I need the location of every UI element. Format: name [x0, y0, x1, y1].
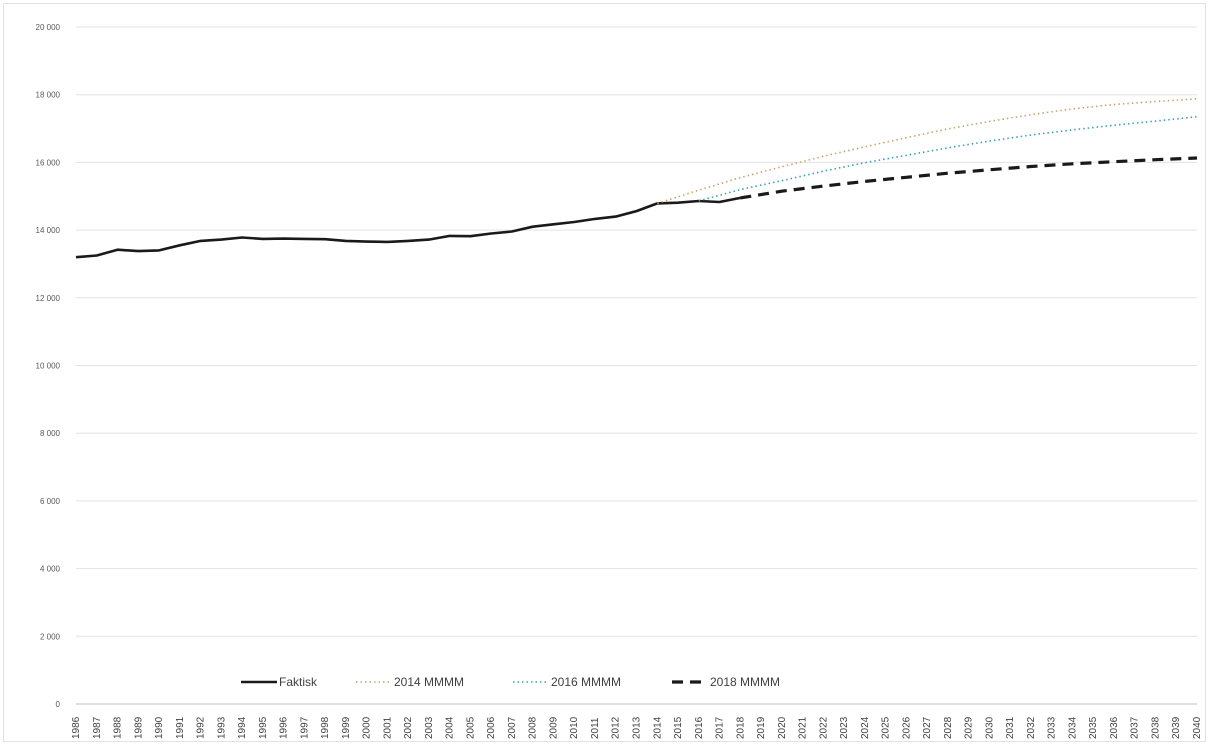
x-tick-label: 2037 [1130, 716, 1141, 739]
x-tick-label: 2011 [590, 717, 601, 739]
x-tick-label: 2012 [611, 716, 622, 739]
x-tick-label: 1997 [299, 716, 310, 739]
x-tick-label: 2014 [652, 716, 663, 739]
x-tick-label: 2036 [1109, 716, 1120, 739]
y-tick-label: 20 000 [36, 23, 61, 32]
series-line-2014-mmmm [657, 98, 1198, 205]
y-tick-label: 18 000 [36, 91, 61, 100]
x-tick-label: 1986 [71, 716, 82, 739]
x-tick-label: 2023 [839, 716, 850, 739]
x-tick-label: 2004 [445, 716, 456, 739]
legend-label-2014-mmmm: 2014 MMMM [394, 675, 464, 689]
x-tick-label: 1990 [154, 716, 165, 739]
x-tick-label: 2000 [362, 716, 373, 739]
y-tick-label: 16 000 [36, 158, 61, 167]
x-axis-ticks: 1986 1987 1988 1989 1990 1991 1992 1993 1994 1995… [71, 716, 1203, 739]
y-tick-label: 14 000 [36, 226, 61, 235]
x-tick-label: 2026 [901, 716, 912, 739]
legend-label-faktisk: Faktisk [279, 675, 318, 689]
y-tick-label: 4 000 [40, 565, 61, 574]
x-tick-label: 1996 [279, 716, 290, 739]
y-tick-label: 0 [56, 700, 61, 709]
x-tick-label: 2025 [881, 716, 892, 739]
x-tick-label: 2035 [1088, 716, 1099, 739]
x-tick-label: 2009 [548, 716, 559, 739]
x-tick-label: 1998 [320, 716, 331, 739]
x-tick-label: 1994 [237, 716, 248, 739]
x-tick-label: 1999 [341, 716, 352, 739]
legend: Faktisk 2014 MMMM 2016 MMMM 2018 MMMM [241, 675, 780, 689]
x-tick-label: 2005 [465, 716, 476, 739]
x-tick-label: 2002 [403, 716, 414, 739]
x-tick-label: 2038 [1150, 716, 1161, 739]
legend-label-2018-mmmm: 2018 MMMM [710, 675, 780, 689]
x-tick-label: 2030 [984, 716, 995, 739]
x-tick-label: 2039 [1171, 716, 1182, 739]
x-tick-label: 2028 [943, 716, 954, 739]
x-tick-label: 2017 [715, 716, 726, 739]
x-tick-label: 2008 [528, 716, 539, 739]
line-chart: 0 2 000 4 000 6 000 8 000 10 000 12 000 14 000 1… [36, 23, 1203, 739]
x-tick-label: 2018 [735, 716, 746, 739]
x-tick-label: 1989 [133, 716, 144, 739]
chart-frame: 0 2 000 4 000 6 000 8 000 10 000 12 000 14 000 1… [3, 3, 1206, 742]
series-line-2016-mmmm [698, 115, 1198, 202]
x-tick-label: 2019 [756, 716, 767, 739]
x-tick-label: 2032 [1026, 716, 1037, 739]
x-tick-label: 2003 [424, 716, 435, 739]
x-tick-label: 2027 [922, 716, 933, 739]
x-tick-label: 2033 [1047, 716, 1058, 739]
x-tick-label: 2022 [818, 716, 829, 739]
x-tick-label: 2020 [777, 716, 788, 739]
legend-label-2016-mmmm: 2016 MMMM [551, 675, 621, 689]
x-tick-label: 1995 [258, 716, 269, 739]
x-tick-label: 2007 [507, 716, 518, 739]
x-tick-label: 1993 [216, 716, 227, 739]
x-tick-label: 2021 [798, 716, 809, 739]
y-tick-label: 6 000 [40, 497, 61, 506]
x-tick-label: 2010 [569, 716, 580, 739]
y-tick-label: 12 000 [36, 294, 61, 303]
gridlines [76, 26, 1197, 705]
y-tick-label: 10 000 [36, 362, 61, 371]
series-line-2018-mmmm [740, 156, 1198, 200]
series-lines [75, 98, 1198, 259]
x-tick-label: 1991 [175, 716, 186, 739]
y-axis-ticks: 0 2 000 4 000 6 000 8 000 10 000 12 000 14 000 1… [36, 23, 61, 709]
x-tick-label: 2015 [673, 716, 684, 739]
x-tick-label: 2031 [1005, 716, 1016, 739]
x-tick-label: 2040 [1192, 716, 1203, 739]
x-tick-label: 2029 [964, 716, 975, 739]
x-tick-label: 2024 [860, 716, 871, 739]
x-tick-label: 2006 [486, 716, 497, 739]
x-tick-label: 1992 [196, 716, 207, 739]
y-tick-label: 8 000 [40, 429, 61, 438]
series-line-faktisk [75, 196, 741, 259]
x-tick-label: 1987 [92, 716, 103, 739]
y-tick-label: 2 000 [40, 632, 61, 641]
x-tick-label: 2016 [694, 716, 705, 739]
x-tick-label: 2034 [1067, 716, 1078, 739]
x-tick-label: 2013 [632, 716, 643, 739]
x-tick-label: 2001 [382, 716, 393, 739]
x-tick-label: 1988 [113, 716, 124, 739]
